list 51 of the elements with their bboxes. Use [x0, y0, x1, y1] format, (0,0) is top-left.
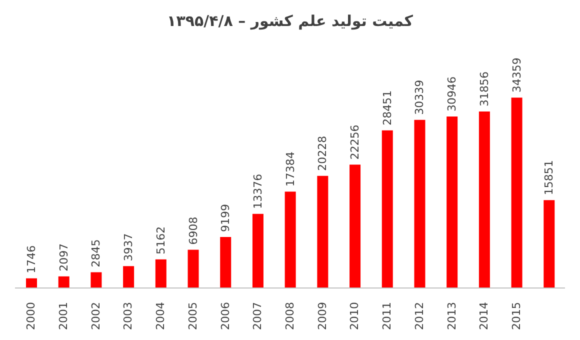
data-label: 17384 — [284, 152, 297, 187]
data-label: 9199 — [219, 204, 232, 232]
x-tick-label: 2008 — [284, 302, 296, 330]
chart-title: کمیت تولید علم کشور – ۱۳۹۵/۴/۸ — [166, 12, 414, 30]
bar — [317, 176, 328, 288]
data-label: 30946 — [446, 76, 459, 112]
x-tick-label: 2010 — [348, 302, 362, 330]
bar — [58, 276, 70, 288]
data-label: 20228 — [316, 136, 330, 171]
x-tick-label: 2009 — [316, 302, 329, 330]
bar — [382, 130, 393, 288]
x-tick-label: 2015 — [510, 302, 523, 330]
x-tick-label: 2003 — [122, 302, 135, 330]
data-label: 2097 — [57, 243, 70, 272]
x-tick-label: 2012 — [412, 302, 426, 330]
bar — [252, 214, 264, 288]
bar — [220, 237, 232, 288]
bar — [284, 192, 296, 288]
bar — [123, 266, 134, 288]
bar — [350, 164, 361, 288]
data-label: 1746 — [25, 245, 38, 274]
data-label: 15851 — [542, 160, 556, 196]
bar — [188, 250, 199, 288]
x-tick-label: 2002 — [89, 302, 102, 330]
data-label: 3937 — [122, 233, 136, 262]
data-label: 34359 — [510, 58, 524, 93]
x-tick-label: 2004 — [154, 302, 168, 330]
bar — [446, 116, 458, 288]
data-label: 28451 — [380, 90, 394, 126]
data-label: 5162 — [154, 226, 168, 254]
x-tick-label: 2000 — [24, 302, 38, 330]
bar — [511, 98, 522, 288]
bar — [544, 200, 555, 288]
x-tick-label: 2006 — [218, 302, 232, 330]
data-label: 30339 — [413, 80, 426, 115]
bar — [414, 120, 426, 288]
bar — [90, 272, 102, 288]
bar — [155, 259, 166, 288]
x-tick-label: 2013 — [445, 302, 458, 330]
x-tick-label: 2001 — [57, 302, 70, 330]
data-label: 13376 — [251, 174, 264, 209]
data-label: 22256 — [348, 124, 362, 160]
x-tick-label: 2011 — [380, 302, 394, 330]
x-tick-label: 2007 — [251, 302, 264, 330]
bar — [478, 111, 490, 288]
data-label: 31856 — [478, 71, 491, 106]
data-label: 2845 — [90, 239, 103, 268]
x-tick-label: 2014 — [478, 302, 491, 330]
data-label: 6908 — [186, 216, 200, 245]
bar — [26, 278, 37, 288]
x-tick-label: 2005 — [186, 302, 200, 330]
